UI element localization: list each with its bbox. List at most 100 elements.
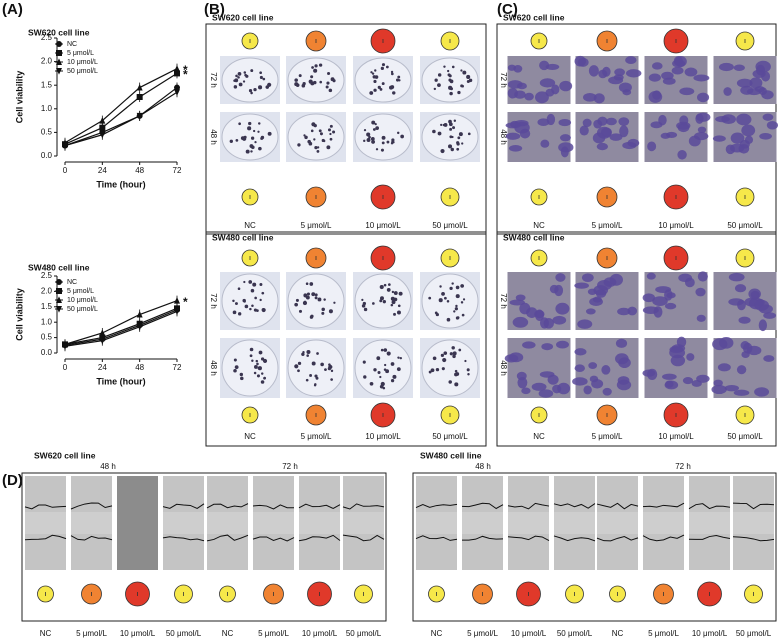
y-tick-label: 2.0 <box>41 287 53 296</box>
colony <box>449 127 453 131</box>
cell <box>686 353 695 361</box>
colony <box>380 296 384 301</box>
colony <box>398 291 403 296</box>
cell <box>617 376 630 385</box>
block-title: SW480 cell line <box>212 232 274 242</box>
row-label: 48 h <box>499 129 508 145</box>
colony <box>329 137 333 141</box>
cell <box>592 132 606 144</box>
colony <box>458 132 463 137</box>
colony <box>361 304 366 308</box>
colony <box>454 372 458 377</box>
x-tick-label: 0 <box>63 363 68 372</box>
colony <box>237 76 240 79</box>
colony <box>390 378 395 383</box>
y-tick-label: 0.0 <box>41 348 53 357</box>
cell <box>577 319 593 329</box>
column-label: 5 μmol/L <box>76 629 107 638</box>
column-label: 50 μmol/L <box>346 629 382 638</box>
row-label: 72 h <box>499 293 508 309</box>
wound-gap <box>462 512 503 534</box>
colony <box>331 77 335 81</box>
cell <box>574 348 587 356</box>
y-tick-label: 1.5 <box>41 302 53 311</box>
wound-edge <box>415 535 458 541</box>
colony <box>233 368 237 373</box>
cell <box>627 306 638 316</box>
colony <box>259 298 262 302</box>
cell <box>733 389 750 396</box>
cell <box>585 308 596 315</box>
colony <box>452 351 457 356</box>
cell <box>588 362 598 370</box>
marker <box>56 41 62 47</box>
colony <box>323 298 326 301</box>
series-line <box>64 309 178 346</box>
colony <box>253 365 258 369</box>
cell <box>696 374 710 383</box>
cell <box>717 363 731 372</box>
wound-gap <box>299 512 340 534</box>
colony <box>392 374 397 379</box>
colony <box>392 91 396 95</box>
colony <box>362 360 366 364</box>
colony <box>249 307 252 311</box>
colony <box>448 74 452 78</box>
cell <box>684 67 698 77</box>
cell <box>531 382 547 391</box>
colony <box>461 313 465 317</box>
wound-gap <box>554 512 595 534</box>
colony <box>314 64 318 68</box>
colony <box>260 380 265 384</box>
colony <box>375 148 379 151</box>
colony <box>437 131 442 136</box>
cell <box>658 114 667 126</box>
colony <box>329 124 333 128</box>
cell <box>646 272 656 280</box>
colony <box>455 285 460 290</box>
cell <box>655 286 672 294</box>
cell <box>509 299 525 306</box>
colony <box>297 143 301 147</box>
colony <box>319 80 323 84</box>
colony <box>316 149 320 153</box>
cell <box>730 143 745 153</box>
x-tick-label: 72 <box>173 363 182 372</box>
colony <box>261 307 266 313</box>
colony <box>453 119 457 122</box>
colony <box>261 291 265 295</box>
wound-gap <box>163 512 204 534</box>
colony <box>466 368 470 372</box>
column-label: 10 μmol/L <box>365 221 401 230</box>
series-line <box>64 72 178 145</box>
colony <box>369 381 374 386</box>
cell <box>713 379 723 387</box>
cell <box>555 302 570 315</box>
cell <box>734 284 747 293</box>
colony <box>309 374 313 377</box>
marker <box>99 117 106 124</box>
colony <box>245 149 250 154</box>
cell <box>671 66 684 75</box>
cell <box>609 273 623 286</box>
cell <box>711 384 727 395</box>
cell <box>589 297 603 307</box>
cell <box>662 373 677 380</box>
wound-edge <box>162 503 205 510</box>
series-line <box>64 310 178 347</box>
marker <box>136 323 143 331</box>
colony <box>297 369 300 373</box>
colony <box>391 300 396 305</box>
marker <box>56 279 62 285</box>
colony <box>382 299 387 304</box>
colony <box>454 369 458 373</box>
cell <box>733 64 745 71</box>
legend-label: 10 μmol/L <box>67 297 98 304</box>
cell <box>559 80 573 92</box>
column-label: NC <box>244 432 256 441</box>
cell <box>549 284 559 294</box>
colony <box>267 131 272 136</box>
colony <box>383 283 387 287</box>
dish <box>221 273 279 329</box>
colony <box>455 316 460 320</box>
